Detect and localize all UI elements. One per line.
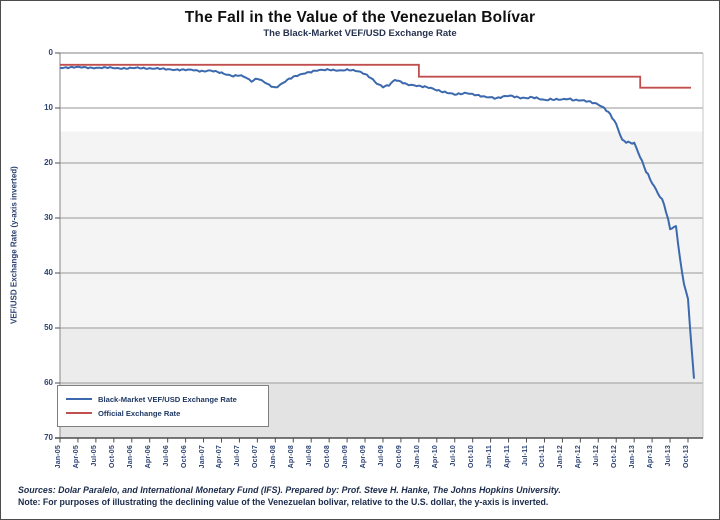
x-tick-label: Jul-13 xyxy=(665,445,673,467)
y-axis-title: VEF/USD Exchange Rate (y-axis inverted) xyxy=(9,166,19,325)
legend-box: Black-Market VEF/USD Exchange Rate Offic… xyxy=(57,385,269,427)
y-tick-label: 10 xyxy=(44,103,53,112)
footer-sources: Sources: Dolar Paralelo, and Internation… xyxy=(18,485,561,495)
footer: Sources: Dolar Paralelo, and Internation… xyxy=(18,485,713,507)
footer-note: Note: For purposes of illustrating the d… xyxy=(18,497,549,507)
x-tick-label: Jan-10 xyxy=(413,445,421,469)
black-market-line-swatch xyxy=(66,398,92,400)
x-tick-label: Apr-06 xyxy=(144,445,152,469)
y-tick-label: 40 xyxy=(44,268,53,277)
y-tick-label: 20 xyxy=(44,158,53,167)
official-rate-line xyxy=(60,63,691,89)
x-tick-label: Oct-05 xyxy=(108,445,116,468)
x-tick-label: Apr-07 xyxy=(216,445,224,469)
x-tick-label: Jan-11 xyxy=(485,445,493,468)
x-tick-label: Jan-05 xyxy=(55,445,62,469)
y-tick-label: 70 xyxy=(44,433,53,442)
x-tick-label: Jan-06 xyxy=(126,445,134,469)
x-tick-label: Jan-08 xyxy=(270,445,278,469)
legend-item-official: Official Exchange Rate xyxy=(66,409,268,418)
x-tick-label: Oct-11 xyxy=(539,445,547,468)
legend-item-black-market: Black-Market VEF/USD Exchange Rate xyxy=(66,395,268,404)
x-tick-label: Jan-09 xyxy=(342,445,350,469)
x-tick-label: Jul-12 xyxy=(593,445,601,467)
x-tick-label: Oct-12 xyxy=(611,445,619,468)
y-tick-label: 60 xyxy=(44,378,53,387)
x-tick-label: Oct-09 xyxy=(395,445,403,468)
x-tick-label: Apr-13 xyxy=(647,445,655,469)
y-tick-label: 30 xyxy=(44,213,53,222)
x-tick-label: Apr-10 xyxy=(431,445,439,469)
plot-area-background xyxy=(60,53,703,438)
x-tick-label: Oct-10 xyxy=(467,445,475,468)
x-tick-label: Jan-12 xyxy=(557,445,565,469)
x-tick-label: Apr-09 xyxy=(360,445,368,469)
x-tick-label: Apr-11 xyxy=(503,445,511,468)
x-tick-label: Jan-07 xyxy=(198,445,206,469)
x-tick-label: Apr-12 xyxy=(575,445,583,469)
x-tick-label: Oct-07 xyxy=(252,445,260,468)
x-tick-label: Jul-11 xyxy=(521,445,529,467)
x-tick-label: Jul-07 xyxy=(234,445,242,467)
black-market-rate-line xyxy=(59,65,695,379)
legend-label: Official Exchange Rate xyxy=(98,408,181,418)
chart-subtitle: The Black-Market VEF/USD Exchange Rate xyxy=(263,28,457,39)
y-tick-label: 50 xyxy=(44,323,53,332)
x-tick-label: Jan-13 xyxy=(629,445,637,469)
chart-title: The Fall in the Value of the Venezuelan … xyxy=(184,9,536,26)
x-tick-label: Jul-06 xyxy=(162,445,170,467)
x-tick-label: Apr-05 xyxy=(72,445,80,469)
x-tick-label: Jul-10 xyxy=(449,445,457,467)
x-tick-label: Apr-08 xyxy=(288,445,296,469)
official-line-swatch xyxy=(66,412,92,414)
x-tick-label: Jul-09 xyxy=(377,445,385,467)
x-tick-label: Oct-08 xyxy=(324,445,332,468)
x-tick-label: Oct-06 xyxy=(180,445,188,468)
legend-label: Black-Market VEF/USD Exchange Rate xyxy=(98,394,237,404)
x-tick-label: Jul-08 xyxy=(306,445,314,467)
y-tick-label: 0 xyxy=(48,48,53,57)
x-tick-label: Jul-05 xyxy=(90,445,98,467)
x-tick-label: Oct-13 xyxy=(683,445,690,468)
